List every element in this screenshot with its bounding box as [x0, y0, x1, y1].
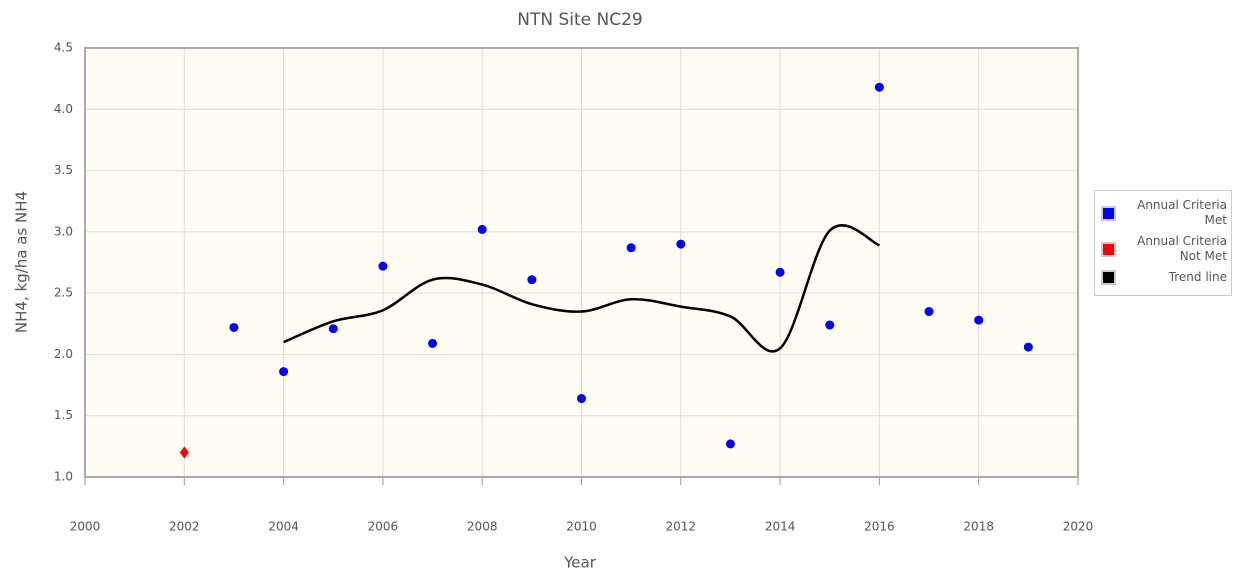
legend-swatch	[1101, 241, 1116, 257]
point	[725, 439, 735, 449]
x-tick-label: 2006	[368, 520, 399, 534]
legend-entry[interactable]: Trend line	[1101, 270, 1227, 285]
point	[874, 82, 884, 92]
x-tick-label: 2004	[268, 520, 299, 534]
x-tick-label: 2008	[467, 520, 498, 534]
point	[229, 322, 239, 332]
legend-entry[interactable]: Annual Criteria Not Met	[1101, 234, 1227, 264]
legend-label: Trend line	[1168, 270, 1227, 284]
x-axis-label: Year	[563, 554, 597, 572]
y-tick-label: 2.5	[54, 286, 73, 300]
point	[825, 320, 835, 330]
x-tick-label: 2010	[566, 520, 597, 534]
y-tick-label: 3.5	[54, 163, 73, 177]
point	[676, 239, 686, 249]
y-tick-label: 1.0	[54, 470, 73, 484]
point	[428, 338, 438, 348]
y-axis-label: NH4, kg/ha as NH4	[13, 191, 31, 333]
legend-label: Annual Criteria Met	[1137, 198, 1227, 227]
x-tick-label: 2012	[666, 520, 697, 534]
point	[775, 267, 785, 277]
point	[179, 446, 189, 459]
point	[527, 275, 537, 285]
y-tick-label: 1.5	[54, 408, 73, 422]
trend-line	[283, 224, 880, 353]
y-tick-label: 4.5	[54, 41, 73, 55]
x-tick-label: 2002	[169, 520, 200, 534]
legend-swatch	[1101, 270, 1116, 285]
chart-title: NTN Site NC29	[517, 10, 642, 30]
x-tick-label: 2014	[765, 520, 796, 534]
y-tick-label: 2.0	[54, 347, 73, 361]
y-tick-label: 4.0	[54, 102, 73, 116]
point	[279, 367, 289, 377]
point	[378, 261, 388, 271]
point	[577, 394, 586, 404]
point	[924, 307, 934, 317]
point	[328, 324, 338, 334]
point	[1023, 342, 1033, 352]
point	[974, 315, 984, 325]
point	[626, 243, 636, 253]
plot-border	[84, 47, 1079, 478]
legend-swatch	[1101, 205, 1116, 221]
legend-entry[interactable]: Annual Criteria Met	[1101, 198, 1227, 228]
x-tick-label: 2020	[1063, 520, 1094, 534]
legend: Annual Criteria Met Annual Criteria Not M…	[1094, 190, 1232, 296]
x-tick-label: 2018	[963, 520, 994, 534]
x-tick-label: 2000	[70, 520, 101, 534]
y-tick-label: 3.0	[54, 224, 73, 238]
x-tick-label: 2016	[864, 520, 895, 534]
point	[477, 224, 487, 234]
legend-label: Annual Criteria Not Met	[1137, 234, 1227, 263]
